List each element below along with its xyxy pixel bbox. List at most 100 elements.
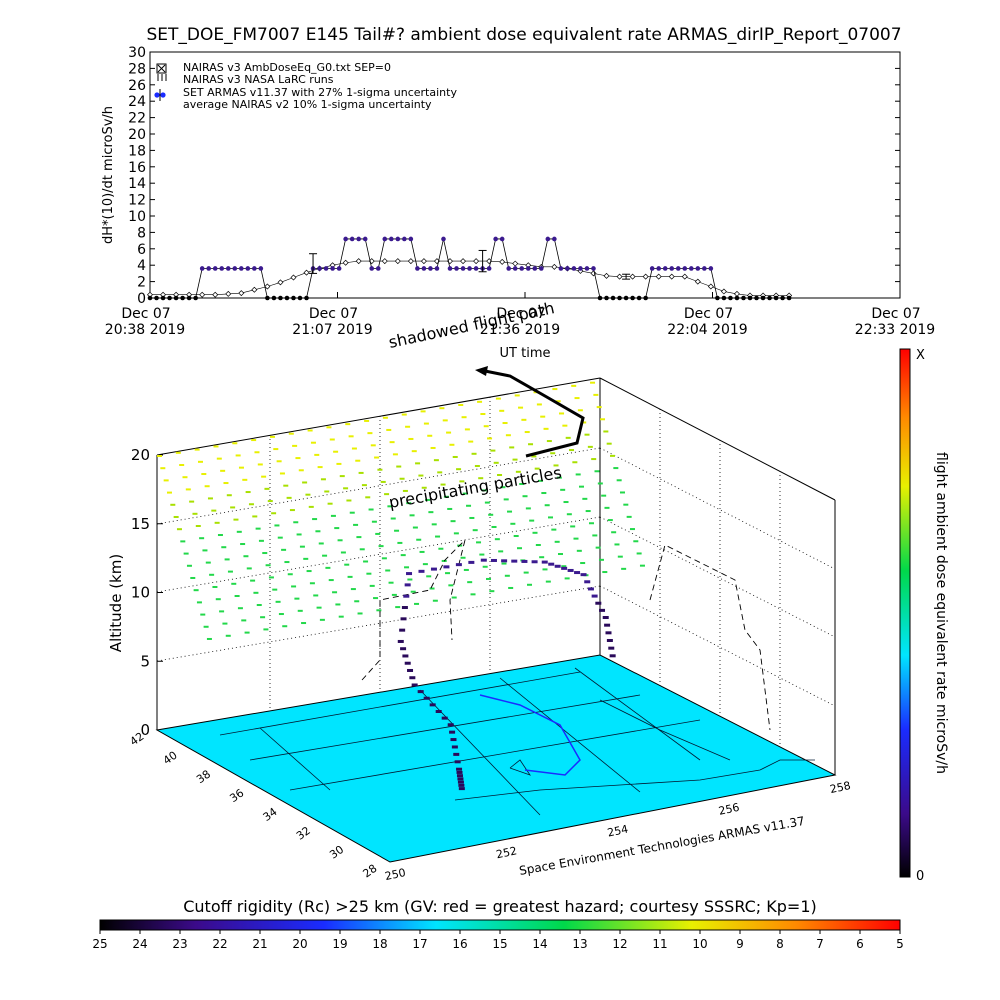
particle-mark (328, 579, 334, 582)
y-tick-label: 2 (137, 275, 146, 291)
particle-mark (272, 588, 278, 591)
particle-mark (553, 464, 559, 467)
armas-point (382, 236, 388, 242)
armas-point (219, 266, 225, 271)
nairas-point (733, 290, 740, 297)
particle-mark (385, 569, 391, 572)
flight-track-point (402, 654, 409, 658)
legend-label-0: NAIRAS v3 AmbDoseEq_G0.txt SEP=0 (183, 61, 391, 74)
particle-mark (425, 498, 431, 501)
armas-point (356, 236, 361, 242)
armas-point (362, 236, 368, 242)
particle-mark (581, 421, 587, 424)
armas-point (402, 236, 407, 242)
particle-mark (313, 594, 319, 597)
longitude-tick-label: 250 (384, 866, 407, 883)
particle-mark (213, 445, 219, 448)
particle-mark (281, 548, 287, 551)
particle-mark (601, 494, 607, 497)
legend-marker-armas (154, 89, 166, 101)
flight-track-point (608, 646, 615, 650)
rigidity-tick-label: 17 (412, 937, 427, 951)
nairas-point (225, 290, 232, 297)
particle-mark (377, 468, 383, 471)
particle-mark (410, 590, 416, 593)
particle-mark (482, 565, 488, 568)
particle-mark (570, 525, 576, 528)
rigidity-tick-label: 16 (452, 937, 467, 951)
particle-mark (246, 567, 252, 570)
armas-point (330, 266, 335, 271)
particle-mark (334, 527, 340, 530)
particle-mark (418, 474, 424, 477)
latitude-tick-label: 40 (161, 749, 180, 768)
particle-mark (297, 609, 303, 612)
armas-point (186, 295, 192, 301)
particle-mark (540, 415, 546, 418)
particle-mark (240, 543, 246, 546)
particle-mark (585, 510, 591, 513)
particle-mark (262, 552, 268, 555)
particle-mark (459, 480, 465, 483)
rigidity-tick-label: 12 (612, 937, 627, 951)
particle-mark (235, 454, 241, 457)
armas-point (630, 295, 635, 301)
particle-mark (576, 549, 582, 552)
particle-mark (370, 444, 376, 447)
particle-mark (179, 464, 185, 467)
particle-mark (256, 604, 262, 607)
dose-rate-colorbar: X 0 flight ambient dose equivalent rate … (899, 348, 949, 884)
particle-mark (554, 540, 560, 543)
particle-mark (464, 428, 470, 431)
particle-mark (541, 492, 547, 495)
nairas-point (616, 273, 623, 280)
particle-mark (559, 412, 565, 415)
particle-mark (419, 550, 425, 553)
particle-mark (501, 562, 507, 565)
nairas-point (642, 273, 649, 280)
legend-marker-nairas-v3-sep0 (156, 63, 167, 74)
particle-mark (606, 442, 612, 445)
armas-point (597, 295, 603, 301)
cutoff-rigidity-title: Cutoff rigidity (Rc) >25 km (GV: red = g… (183, 897, 817, 916)
armas-point (486, 266, 492, 271)
armas-point (225, 266, 231, 271)
armas-point (734, 295, 740, 301)
particle-mark (594, 470, 600, 473)
flight-track-point (521, 559, 528, 563)
legend-label-2: SET ARMAS v11.37 with 27% 1-sigma uncert… (183, 86, 457, 99)
particle-mark (305, 493, 311, 496)
flight-track-point (511, 559, 518, 563)
rigidity-tick-label: 24 (132, 937, 147, 951)
particle-mark (318, 542, 324, 545)
particle-mark (535, 544, 541, 547)
particle-mark (349, 511, 355, 514)
flight-track-point (602, 616, 609, 620)
particle-mark (315, 530, 321, 533)
particle-mark (489, 590, 495, 593)
particle-mark (302, 481, 308, 484)
flight-track-point (587, 587, 594, 591)
armas-point (421, 266, 427, 271)
particle-mark (422, 563, 428, 566)
flight-shadow-projection (479, 368, 585, 458)
particle-mark (286, 496, 292, 499)
particle-mark (391, 593, 397, 596)
y-tick-label: 30 (128, 45, 146, 61)
flight-track-point (457, 777, 464, 781)
rigidity-tick-label: 20 (292, 937, 307, 951)
rigidity-tick-label: 21 (252, 937, 267, 951)
particle-mark (411, 450, 417, 453)
particle-mark (211, 509, 217, 512)
particle-mark (435, 535, 441, 538)
particle-mark (378, 545, 384, 548)
particle-mark (233, 518, 239, 521)
particle-mark (387, 505, 393, 508)
particle-mark (222, 622, 228, 625)
particle-mark (166, 491, 172, 494)
rigidity-tick-label: 6 (856, 937, 864, 951)
particle-mark (245, 491, 251, 494)
armas-point (786, 295, 792, 301)
particle-mark (415, 462, 421, 465)
particle-mark (386, 428, 392, 431)
